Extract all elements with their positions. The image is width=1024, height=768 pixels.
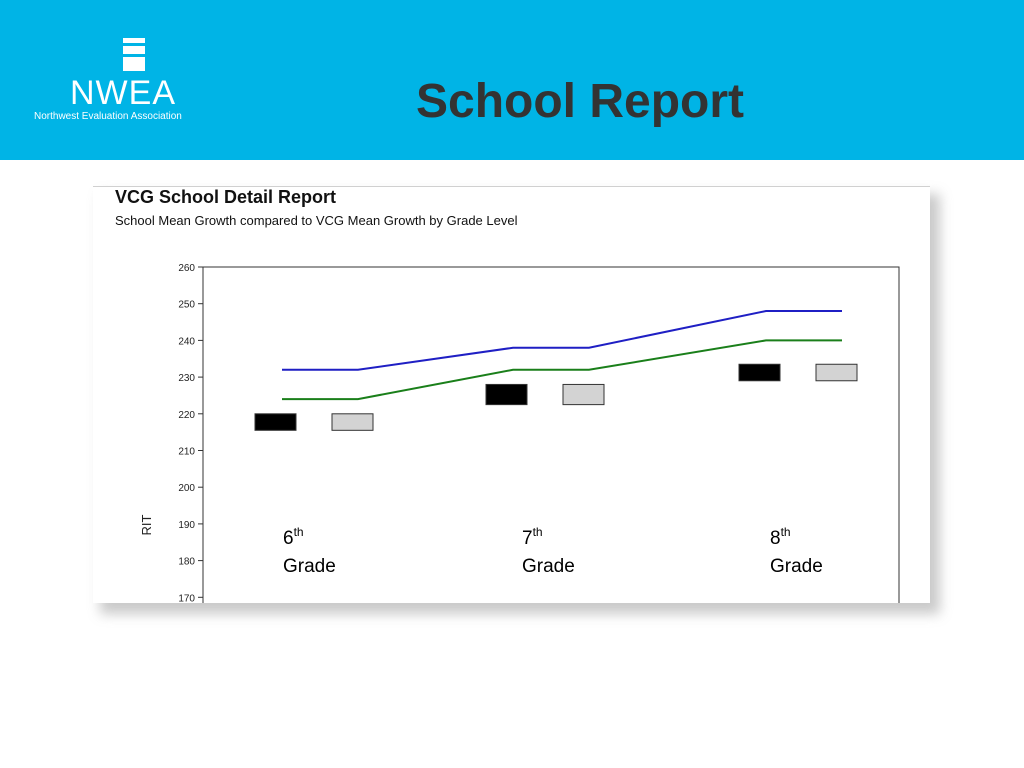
y-tick-label: 230 xyxy=(178,373,195,384)
logo-mark-icon xyxy=(123,38,145,71)
y-tick-label: 260 xyxy=(178,263,195,274)
header-banner: NWEA Northwest Evaluation Association Sc… xyxy=(0,0,1024,160)
report-subtitle: School Mean Growth compared to VCG Mean … xyxy=(115,213,518,228)
series-line-2 xyxy=(282,339,842,401)
report-title: VCG School Detail Report xyxy=(115,187,337,207)
grade-label: 8th Grade xyxy=(770,525,823,577)
series-line-1 xyxy=(282,310,842,371)
nwea-logo: NWEA Northwest Evaluation Association xyxy=(32,38,212,128)
y-tick-label: 180 xyxy=(178,557,195,568)
y-axis-label: RIT xyxy=(139,514,154,535)
logo-wordmark: NWEA xyxy=(70,74,176,112)
plot-frame xyxy=(202,266,900,603)
y-tick-label: 210 xyxy=(178,447,195,458)
box-2-grade-3 xyxy=(815,363,858,382)
box-2-grade-2 xyxy=(562,383,605,406)
grade-label: 6th Grade xyxy=(283,525,336,577)
box-2-grade-1 xyxy=(331,413,374,431)
y-tick-label: 200 xyxy=(178,483,195,494)
box-1-grade-3 xyxy=(738,363,781,382)
y-tick-label: 250 xyxy=(178,300,195,311)
y-tick-label: 170 xyxy=(178,593,195,603)
logo-tagline: Northwest Evaluation Association xyxy=(34,111,182,122)
box-1-grade-2 xyxy=(485,383,528,406)
grade-label: 7th Grade xyxy=(522,525,575,577)
box-1-grade-1 xyxy=(254,413,297,431)
page-title: School Report xyxy=(415,75,744,128)
y-tick-label: 220 xyxy=(178,410,195,421)
report-panel: 170 180 190 200 210 220 230 240 250 260 RIT VCG Sc… xyxy=(93,186,930,603)
y-tick-label: 240 xyxy=(178,336,195,347)
growth-chart: 170 180 190 200 210 220 230 240 250 260 RIT xyxy=(139,263,900,603)
y-tick-label: 190 xyxy=(178,520,195,531)
